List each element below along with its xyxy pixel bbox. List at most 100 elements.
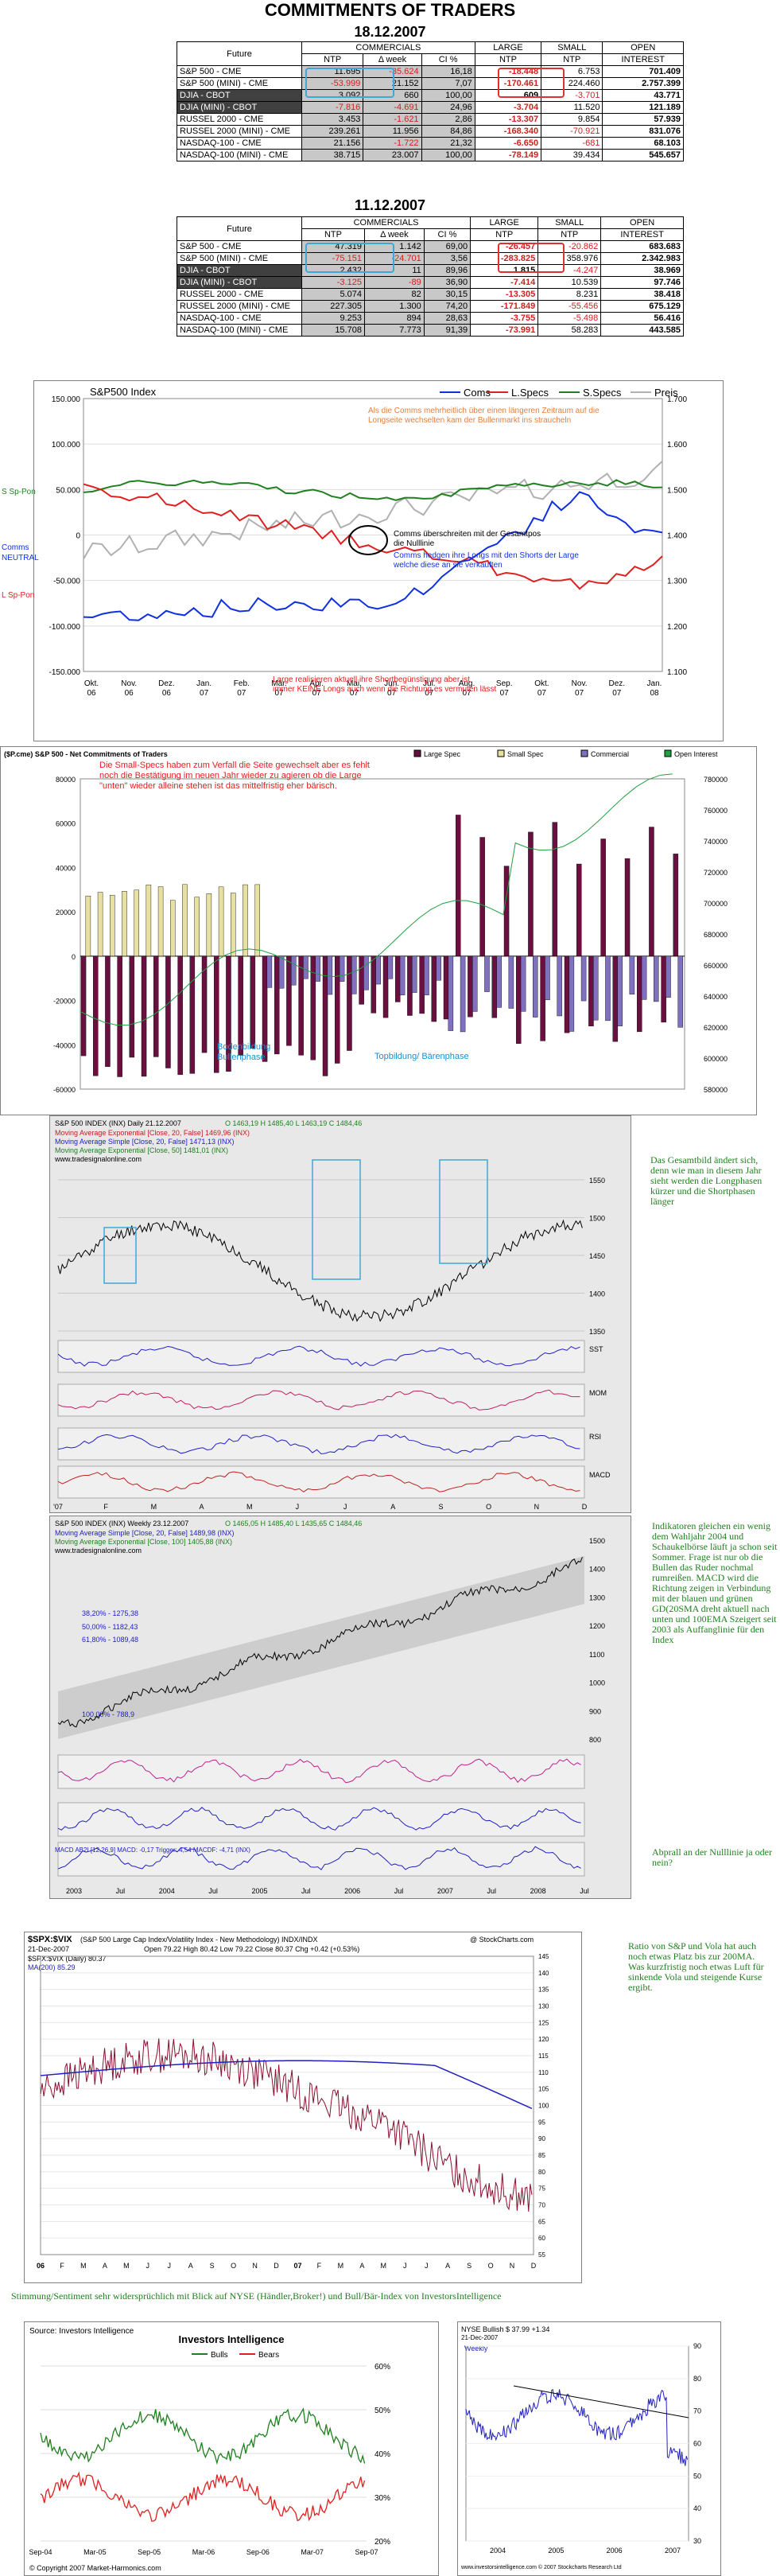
future-name: RUSSEL 2000 (MINI) - CME [177, 300, 302, 313]
y-tick-label: 900 [589, 1707, 601, 1715]
y2-tick-label: 700000 [704, 900, 728, 908]
header-small-ntp: NTP [537, 228, 602, 241]
large-spec-bar [588, 955, 594, 1027]
y-tick-label: -100.000 [49, 623, 81, 632]
description: (S&P 500 Large Cap Index/Volatility Inde… [80, 1936, 317, 1944]
x-tick-label: 07 [200, 689, 209, 698]
large-spec-bar [335, 955, 340, 1064]
annotation-top: Topbildung/ Bärenphase [374, 1052, 469, 1061]
large-spec-bar [540, 955, 545, 1041]
small-spec-bar [363, 955, 369, 990]
x-tick-label: M [80, 2262, 87, 2270]
legend-label: Bears [258, 2351, 279, 2360]
x-tick-label: A [188, 2262, 193, 2270]
large-spec-bar [468, 955, 473, 1018]
future-name: S&P 500 - CME [177, 240, 302, 253]
cot-table-1: Future COMMERCIALS LARGE SMALL OPEN NTP … [177, 41, 684, 161]
small-spec-bar [484, 955, 490, 992]
net-cot-bar-svg: ($P.cme) S&P 500 - Net Commitments of Tr… [4, 749, 728, 1094]
cell-value: 831.076 [602, 125, 684, 138]
x-tick-label: Okt. [534, 679, 549, 688]
x-tick-label: 07 [537, 689, 547, 698]
header-small-ntp: NTP [541, 53, 603, 66]
large-spec-bar [105, 955, 111, 1067]
zero-cross-circle [348, 525, 388, 555]
cell-value: 91,39 [423, 324, 471, 337]
x-tick-label: Jul [116, 1887, 126, 1895]
x-tick-label: M [151, 1503, 157, 1511]
small-spec-bar [424, 955, 429, 995]
header-week: Δ week [363, 53, 422, 66]
legend-label: Commercial [591, 750, 629, 758]
y-tick-label: 80000 [56, 776, 76, 784]
future-name: DJIA - CBOT [177, 264, 302, 277]
x-tick-label: Sep-05 [138, 2548, 161, 2556]
small-spec-bar [266, 955, 273, 988]
cell-value: 701.409 [602, 65, 684, 78]
y-tick-label: 60 [538, 2235, 545, 2242]
y-tick-label: 105 [538, 2086, 549, 2093]
cell-value: 43.771 [602, 89, 684, 102]
x-tick-label: J [425, 2262, 429, 2270]
macd-annotation: Abprall an der Nulllinie ja oder nein? [652, 1846, 772, 1868]
small-spec-bar [557, 955, 562, 1017]
x-tick-label: M [381, 2262, 387, 2270]
future-name: S&P 500 (MINI) - CME [177, 252, 302, 265]
large-spec-bar [92, 955, 99, 1076]
header-ntp: NTP [301, 53, 364, 66]
cell-value: 39.434 [541, 149, 603, 161]
cot-line-chart: S&P500 Index Coms L.Specs S.Specs Preis 150.0… [33, 380, 724, 741]
legend-label: L.Specs [511, 387, 549, 399]
table-row: RUSSEL 2000 (MINI) - CME 239.261 11.956 84,… [177, 125, 684, 138]
ratio-line [40, 2038, 533, 2212]
annotation-zero-line: die Nulllinie [394, 539, 435, 548]
future-name: DJIA - CBOT [177, 89, 302, 102]
sp500-weekly-chart: S&P 500 INDEX (INX) Weekly 23.12.2007 O 1… [49, 1516, 631, 1899]
future-name: RUSSEL 2000 - CME [177, 113, 302, 126]
date: 21-Dec-2007 [28, 1945, 69, 1953]
large-spec-bar [564, 955, 570, 1033]
x-tick-label: Dez. [158, 679, 175, 688]
trendline [513, 2385, 689, 2418]
box-2 [312, 1159, 361, 1280]
header-open: OPEN [600, 216, 684, 229]
y-tick-label: 50% [374, 2407, 390, 2415]
cell-value: 3.453 [301, 113, 364, 126]
y-tick-label: 90 [693, 2342, 701, 2350]
y-tick-label: -40000 [53, 1041, 76, 1049]
cot-table-2: Future COMMERCIALS LARGE SMALL OPEN NTP … [177, 216, 684, 337]
cell-value: 121.189 [602, 101, 684, 114]
chart-title: S&P500 Index [90, 386, 157, 398]
y2-tick-label: 1.200 [667, 623, 687, 632]
ma-legend: Moving Average Simple [Close, 20, False]… [55, 1138, 234, 1146]
large-spec-bar [274, 955, 280, 1055]
large-spec-bar [177, 955, 183, 1076]
large-spec-bar [673, 854, 679, 957]
cell-value: 38.418 [600, 288, 684, 301]
x-tick-label: Nov. [121, 679, 137, 688]
header-commercials: COMMERCIALS [301, 41, 475, 54]
cell-value: 3,56 [423, 252, 471, 265]
indicator-panel [57, 1427, 585, 1461]
x-tick-label: Jul [487, 1887, 497, 1895]
x-tick-label: N [534, 1503, 540, 1511]
table-row: S&P 500 - CME 47.319 1.142 69,00 -26.457 -20.… [177, 240, 684, 253]
quote-text: Open 79.22 High 80.42 Low 79.22 Close 80… [144, 1945, 359, 1953]
header-small: SMALL [537, 216, 602, 229]
x-tick-label: J [167, 2262, 171, 2270]
future-name: S&P 500 (MINI) - CME [177, 77, 302, 90]
header-interest: INTEREST [602, 53, 684, 66]
cell-value: 58.283 [537, 324, 602, 337]
y-tick-label: 60% [374, 2363, 390, 2372]
y2-tick-label: 1.400 [667, 532, 687, 541]
y2-tick-label: 740000 [704, 838, 728, 846]
header-ci: CI % [423, 228, 471, 241]
cell-value: -13.307 [474, 113, 542, 126]
legend-swatch [497, 749, 505, 757]
cell-value: -1.722 [363, 137, 422, 150]
y-tick-label: 1500 [589, 1215, 605, 1223]
x-tick-label: Jul [580, 1887, 589, 1895]
y2-tick-label: 1.600 [667, 441, 687, 449]
x-tick-label: S [467, 2262, 471, 2270]
quote-text: O 1463,19 H 1485,40 L 1463,19 C 1484,46 [225, 1119, 362, 1127]
